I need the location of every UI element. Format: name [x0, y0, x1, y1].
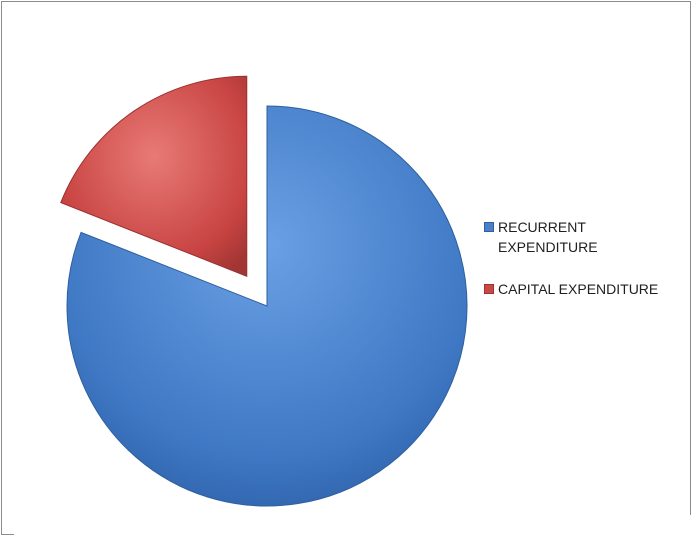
pie-chart: [60, 75, 468, 507]
legend-swatch-recurrent: [484, 222, 494, 232]
legend-swatch-capital: [484, 284, 494, 294]
legend-item-recurrent: RECURRENT EXPENDITURE: [484, 217, 689, 257]
slice-recurrent: [66, 105, 468, 507]
legend-item-capital: CAPITAL EXPENDITURE: [484, 279, 689, 299]
legend-label-capital: CAPITAL EXPENDITURE: [498, 281, 659, 297]
slice-capital: [60, 75, 248, 277]
legend-label-recurrent: RECURRENT EXPENDITURE: [498, 219, 598, 255]
legend: RECURRENT EXPENDITURE CAPITAL EXPENDITUR…: [484, 217, 689, 321]
